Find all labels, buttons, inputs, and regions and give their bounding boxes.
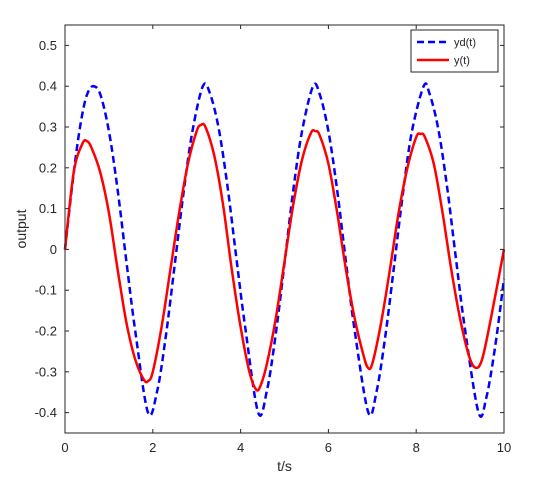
x-tick-label: 10 (497, 440, 511, 455)
series-line-1 (63, 82, 506, 419)
y-tick-label: 0.5 (39, 38, 57, 53)
legend-label-1: yd(t) (454, 37, 476, 49)
y-axis-label: output (13, 209, 29, 248)
x-axis-label: t/s (277, 458, 292, 474)
y-tick-label: -0.2 (35, 324, 57, 339)
y-tick-label: 0.2 (39, 160, 57, 175)
legend-label-2: y(t) (454, 55, 470, 67)
y-tick-label: -0.4 (35, 405, 57, 420)
y-tick-label: 0.1 (39, 201, 57, 216)
x-tick-label: 2 (149, 440, 156, 455)
legend-box (410, 29, 499, 73)
y-tick-label: 0 (50, 242, 57, 257)
x-tick-label: 6 (325, 440, 332, 455)
tick-layer: 0 2 4 6 8 10 -0.4 -0.3 -0.2 -0.1 0 0.1 0.2 0.3 0.4 0.5 (35, 25, 511, 455)
y-tick-label: 0.4 (39, 79, 57, 94)
series-layer (63, 82, 506, 419)
x-tick-label: 8 (413, 440, 420, 455)
legend: yd(t) y(t) (410, 29, 499, 73)
series-line-2 (63, 122, 506, 392)
x-tick-label: 4 (237, 440, 244, 455)
plot-area (65, 25, 504, 433)
x-tick-label: 0 (61, 440, 68, 455)
y-tick-label: -0.1 (35, 283, 57, 298)
y-tick-label: -0.3 (35, 364, 57, 379)
y-tick-label: 0.3 (39, 120, 57, 135)
